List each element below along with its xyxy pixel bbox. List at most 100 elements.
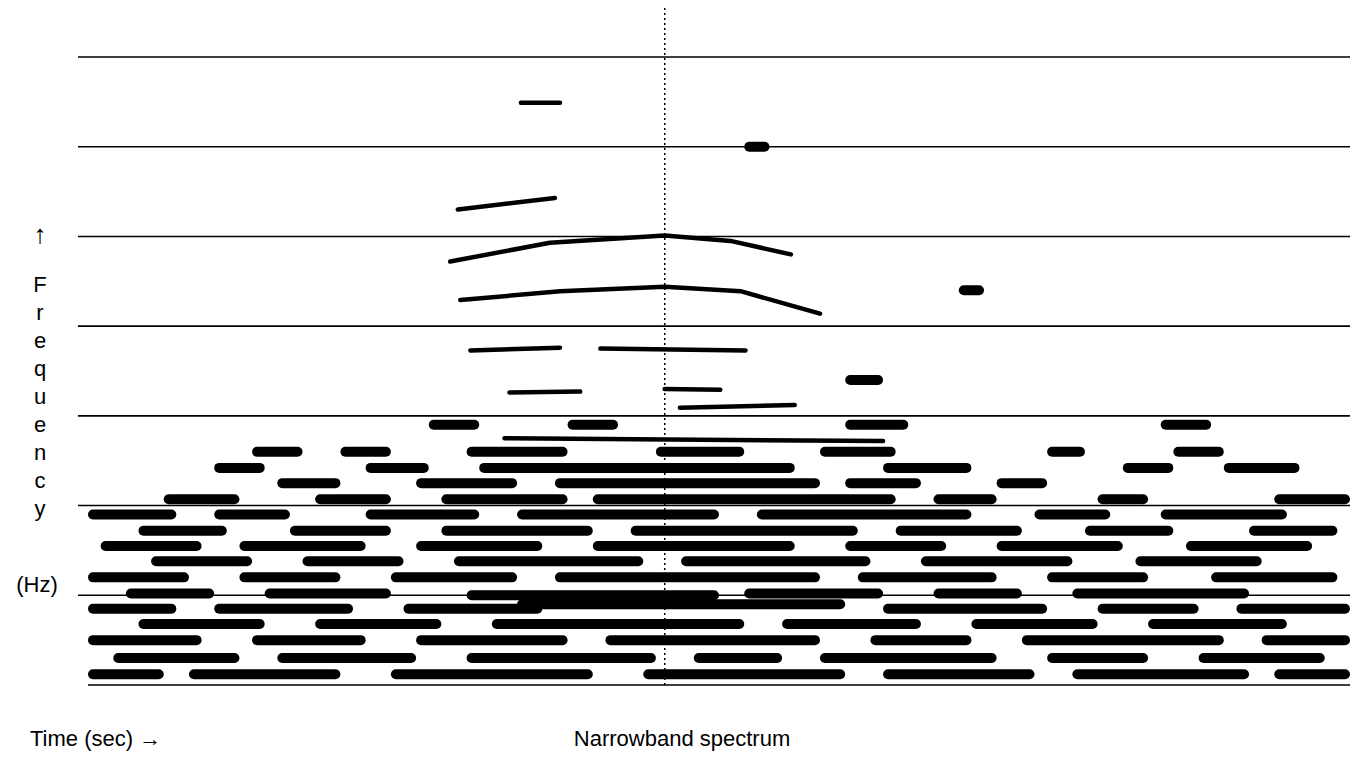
- streak: [1135, 556, 1261, 566]
- y-label-char: c: [35, 468, 46, 493]
- harmonic: [460, 287, 820, 314]
- y-unit: (Hz): [16, 572, 58, 597]
- streak: [429, 420, 479, 430]
- streak: [138, 526, 226, 536]
- streak: [1047, 572, 1148, 582]
- y-label: Frequency: [33, 272, 46, 521]
- y-label-char: e: [34, 412, 46, 437]
- streak: [467, 447, 568, 457]
- title: Narrowband spectrum: [574, 726, 790, 751]
- streak: [1035, 510, 1111, 520]
- streak: [88, 669, 164, 679]
- streak: [479, 463, 794, 473]
- y-arrow: ↑: [34, 219, 47, 249]
- x-label: Time (sec) →: [30, 726, 161, 751]
- streak: [214, 604, 353, 614]
- grid-line: [78, 56, 1350, 58]
- y-label-char: e: [34, 328, 46, 353]
- streak: [441, 494, 567, 504]
- streak: [694, 653, 782, 663]
- streak: [883, 604, 1047, 614]
- streak: [252, 635, 366, 645]
- streak: [593, 541, 795, 551]
- streak: [820, 653, 997, 663]
- streak: [896, 526, 1022, 536]
- streak: [1199, 653, 1325, 663]
- grid-line: [78, 325, 1350, 327]
- y-label-char: n: [34, 440, 46, 465]
- streak: [883, 669, 1034, 679]
- streak: [757, 510, 972, 520]
- harmonic: [458, 198, 555, 210]
- streak: [101, 541, 202, 551]
- streak: [1098, 604, 1199, 614]
- streak: [1085, 526, 1173, 536]
- streak: [782, 619, 921, 629]
- streak: [568, 420, 618, 430]
- streak: [340, 447, 390, 457]
- streak: [845, 420, 908, 430]
- streak: [454, 556, 643, 566]
- streak: [138, 619, 264, 629]
- streak: [1236, 604, 1350, 614]
- streak: [1274, 494, 1350, 504]
- streak: [934, 588, 1022, 598]
- streak: [845, 375, 883, 385]
- streak: [1224, 463, 1300, 473]
- plot-marks: [88, 103, 1350, 679]
- streak: [858, 572, 997, 582]
- streak: [252, 447, 302, 457]
- streak: [1161, 420, 1211, 430]
- streak: [88, 604, 176, 614]
- streak: [1123, 463, 1173, 473]
- streak: [164, 494, 240, 504]
- y-label-char: F: [33, 272, 46, 297]
- streak: [744, 142, 769, 152]
- streak: [391, 669, 593, 679]
- harmonic: [470, 348, 745, 351]
- streak: [883, 463, 971, 473]
- streak: [555, 572, 820, 582]
- streak: [441, 526, 592, 536]
- streak: [1148, 619, 1287, 629]
- y-label-char: u: [34, 384, 46, 409]
- streak: [416, 635, 567, 645]
- streak: [971, 619, 1097, 629]
- chart: ↑ Frequency (Hz) Time (sec) → Narrowband spe…: [0, 0, 1359, 763]
- streak: [643, 669, 845, 679]
- streak: [416, 478, 517, 488]
- harmonic: [521, 101, 560, 106]
- streak: [290, 526, 391, 536]
- streak: [517, 599, 845, 609]
- streak: [1047, 653, 1148, 663]
- grid-line: [78, 236, 1350, 238]
- streak: [1098, 494, 1148, 504]
- streak: [1047, 447, 1085, 457]
- streak: [605, 635, 820, 645]
- y-label-char: q: [34, 356, 46, 381]
- streak: [934, 494, 997, 504]
- streak: [997, 541, 1123, 551]
- streak: [126, 588, 214, 598]
- grid-line: [78, 146, 1350, 148]
- streak: [88, 510, 176, 520]
- streak: [1274, 669, 1350, 679]
- streak: [1211, 572, 1337, 582]
- streak: [88, 572, 189, 582]
- streak: [366, 510, 480, 520]
- streak: [1262, 635, 1350, 645]
- streak: [391, 572, 517, 582]
- streak: [265, 588, 391, 598]
- grid-line: [78, 415, 1350, 417]
- streak: [113, 653, 239, 663]
- harmonic: [505, 438, 884, 441]
- streak: [315, 494, 391, 504]
- streak: [1249, 526, 1337, 536]
- streak: [214, 510, 290, 520]
- streak: [277, 653, 416, 663]
- streak: [593, 494, 896, 504]
- streak: [366, 463, 429, 473]
- streak: [1186, 541, 1312, 551]
- streak: [467, 590, 719, 600]
- streak: [1022, 635, 1224, 645]
